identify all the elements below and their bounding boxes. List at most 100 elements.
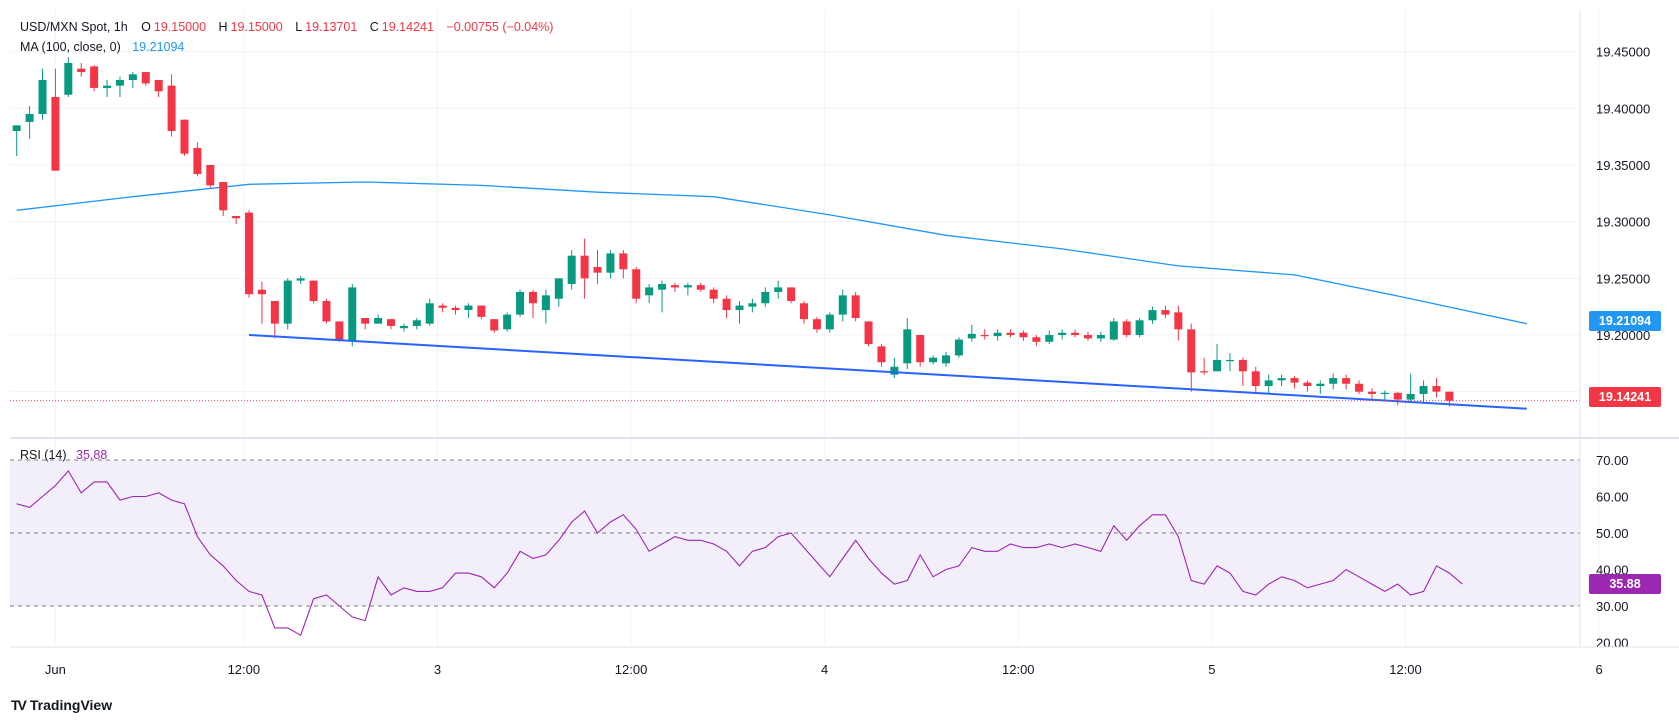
candle[interactable] [309, 280, 318, 304]
candle[interactable] [1213, 344, 1222, 372]
candle[interactable] [1045, 330, 1054, 345]
candle[interactable] [245, 210, 254, 298]
candle[interactable] [438, 303, 447, 313]
candle[interactable] [670, 282, 679, 292]
candle[interactable] [1161, 305, 1170, 319]
candle[interactable] [348, 284, 357, 347]
candle[interactable] [838, 289, 847, 322]
candle[interactable] [593, 250, 602, 285]
candle[interactable] [864, 321, 873, 347]
candle[interactable] [1071, 329, 1080, 338]
candle[interactable] [1019, 330, 1028, 341]
candle[interactable] [812, 316, 821, 333]
candle[interactable] [954, 337, 963, 358]
candle[interactable] [1290, 375, 1299, 389]
candle[interactable] [722, 295, 731, 319]
candle[interactable] [257, 281, 266, 324]
candle[interactable] [115, 76, 124, 97]
candle[interactable] [1264, 374, 1273, 394]
candle[interactable] [141, 72, 150, 86]
candle[interactable] [1122, 319, 1131, 338]
candle[interactable] [51, 68, 60, 171]
candle[interactable] [980, 329, 989, 340]
candle[interactable] [1200, 357, 1209, 375]
candle[interactable] [387, 319, 396, 330]
candle[interactable] [528, 289, 537, 319]
candle[interactable] [412, 318, 421, 330]
candle[interactable] [154, 79, 163, 97]
candle[interactable] [1406, 373, 1415, 404]
candle[interactable] [825, 312, 834, 333]
candle[interactable] [361, 318, 370, 330]
candle[interactable] [877, 344, 886, 367]
candle[interactable] [270, 301, 279, 339]
candle[interactable] [12, 125, 21, 156]
candle[interactable] [1277, 374, 1286, 387]
candle[interactable] [193, 142, 202, 177]
candle[interactable] [709, 287, 718, 304]
candle[interactable] [683, 282, 692, 296]
candle[interactable] [128, 72, 137, 88]
candle[interactable] [399, 323, 408, 332]
candle[interactable] [567, 250, 576, 290]
candle[interactable] [761, 287, 770, 307]
candle[interactable] [167, 74, 176, 137]
candle[interactable] [800, 301, 809, 324]
candle[interactable] [1419, 380, 1428, 404]
candle[interactable] [1096, 331, 1105, 342]
candle[interactable] [64, 57, 73, 97]
candle[interactable] [103, 79, 112, 97]
candle[interactable] [451, 305, 460, 315]
candle[interactable] [503, 312, 512, 332]
candle[interactable] [903, 318, 912, 370]
trendline-layer[interactable] [248, 334, 1527, 410]
candle[interactable] [1083, 331, 1092, 341]
candle[interactable] [929, 355, 938, 365]
candle[interactable] [916, 335, 925, 367]
candle[interactable] [619, 250, 628, 279]
candle[interactable] [1380, 390, 1389, 400]
candle[interactable] [1303, 380, 1312, 392]
candle[interactable] [787, 287, 796, 304]
candle[interactable] [1148, 306, 1157, 324]
candle[interactable] [206, 165, 215, 188]
candle[interactable] [283, 278, 292, 330]
candle[interactable] [322, 298, 331, 324]
candle[interactable] [1225, 353, 1234, 372]
candle[interactable] [90, 65, 99, 92]
candle[interactable] [1329, 373, 1338, 390]
candle[interactable] [942, 352, 951, 367]
candle[interactable] [735, 301, 744, 324]
candle[interactable] [490, 319, 499, 333]
candle[interactable] [774, 280, 783, 299]
candle[interactable] [1032, 335, 1041, 347]
candle[interactable] [890, 357, 899, 379]
candle[interactable] [658, 280, 667, 313]
support-trendline[interactable] [248, 334, 1527, 410]
candle[interactable] [1432, 378, 1441, 398]
candle[interactable] [1251, 366, 1260, 392]
candle[interactable] [296, 276, 305, 285]
candle[interactable] [425, 298, 434, 326]
candle[interactable] [219, 182, 228, 217]
candle[interactable] [1174, 305, 1183, 341]
candle[interactable] [993, 329, 1002, 341]
candle[interactable] [464, 303, 473, 319]
candle[interactable] [1342, 374, 1351, 390]
candle[interactable] [477, 305, 486, 320]
candle[interactable] [1367, 388, 1376, 401]
candle[interactable] [374, 314, 383, 324]
candle[interactable] [748, 298, 757, 313]
candle[interactable] [25, 106, 34, 139]
candle[interactable] [1058, 329, 1067, 340]
candle[interactable] [645, 284, 654, 304]
candle[interactable] [180, 119, 189, 156]
candle[interactable] [696, 282, 705, 292]
candle[interactable] [851, 291, 860, 322]
candle[interactable] [38, 68, 47, 120]
candle[interactable] [541, 289, 550, 324]
candle[interactable] [1316, 380, 1325, 394]
candle[interactable] [335, 321, 344, 342]
candle[interactable] [1238, 357, 1247, 387]
candle[interactable] [1109, 318, 1118, 341]
